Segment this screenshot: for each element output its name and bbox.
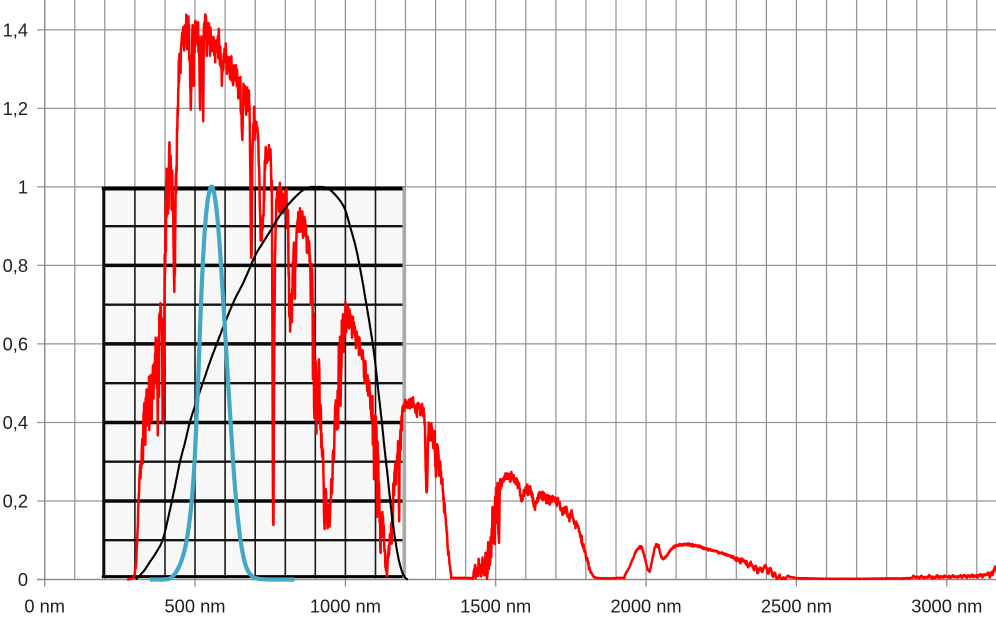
svg-text:3000 nm: 3000 nm bbox=[911, 596, 982, 615]
svg-text:0: 0 bbox=[18, 569, 28, 590]
svg-text:500 nm: 500 nm bbox=[165, 596, 226, 615]
svg-text:1: 1 bbox=[18, 176, 28, 197]
svg-text:0,6: 0,6 bbox=[3, 333, 28, 354]
svg-text:0,4: 0,4 bbox=[3, 412, 28, 433]
svg-text:0 nm: 0 nm bbox=[24, 596, 65, 615]
svg-text:2500 nm: 2500 nm bbox=[761, 596, 832, 615]
svg-text:0,2: 0,2 bbox=[3, 491, 28, 512]
svg-text:1,2: 1,2 bbox=[3, 98, 28, 119]
svg-text:1000 nm: 1000 nm bbox=[310, 596, 381, 615]
svg-text:2000 nm: 2000 nm bbox=[611, 596, 682, 615]
svg-text:1500 nm: 1500 nm bbox=[460, 596, 531, 615]
svg-text:1,4: 1,4 bbox=[3, 19, 28, 40]
svg-text:0,8: 0,8 bbox=[3, 255, 28, 276]
